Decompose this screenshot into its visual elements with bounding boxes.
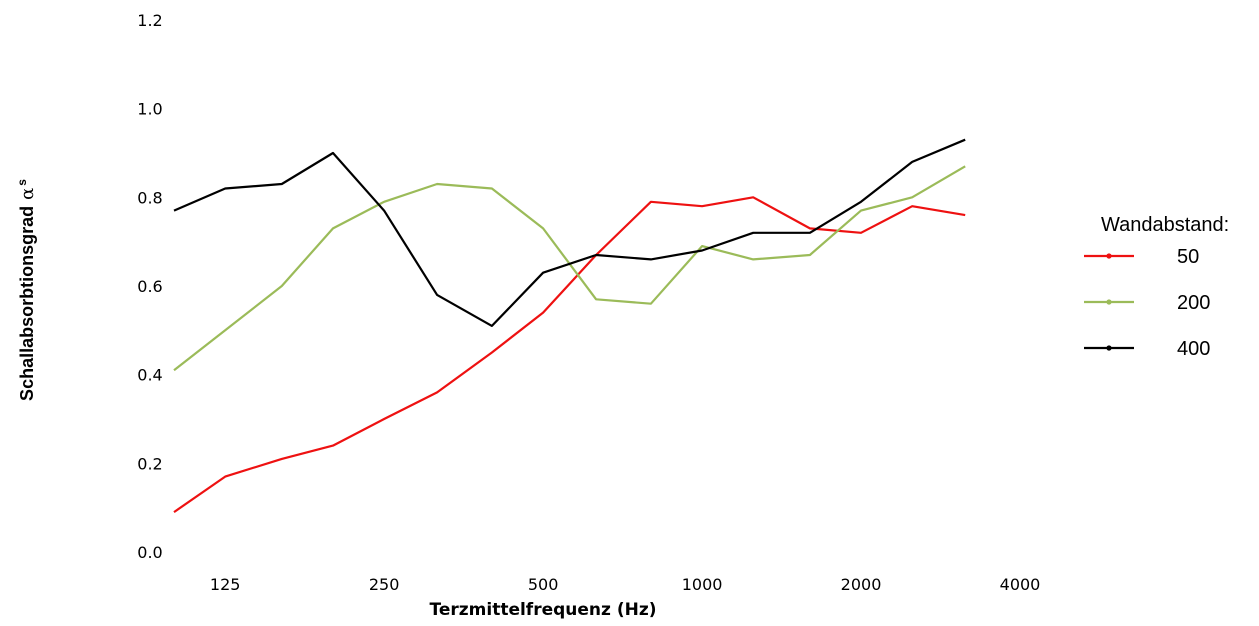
- y-tick-label: 0.0: [137, 543, 162, 562]
- x-tick-label: 1000: [682, 575, 723, 594]
- legend-label-50: 50: [1177, 246, 1199, 268]
- series-line-200: [173, 165, 966, 372]
- y-tick-label: 0.2: [137, 454, 162, 473]
- y-tick-label: 1.2: [137, 11, 162, 30]
- x-tick-label: 4000: [1000, 575, 1041, 594]
- y-axis-label-text: Schallabsorbtionsgrad: [17, 206, 37, 401]
- legend-label-400: 400: [1177, 338, 1210, 360]
- legend-label-200: 200: [1177, 292, 1210, 314]
- y-tick-label: 1.0: [137, 100, 162, 119]
- x-tick-label: 250: [369, 575, 400, 594]
- y-tick-label: 0.8: [137, 188, 162, 207]
- legend-marker-200: [1106, 299, 1112, 305]
- y-axis-label: Schallabsorbtionsgrad αs: [15, 179, 38, 401]
- y-axis-label-symbol: α: [17, 188, 38, 200]
- x-tick-label: 125: [210, 575, 241, 594]
- x-axis-label: Terzmittelfrequenz (Hz): [430, 600, 657, 620]
- y-tick-label: 0.4: [137, 366, 162, 385]
- y-axis-label-subscript: s: [15, 179, 29, 186]
- series-line-400: [173, 138, 966, 327]
- x-tick-label: 2000: [841, 575, 882, 594]
- y-tick-label: 0.6: [137, 277, 162, 296]
- x-tick-label: 500: [528, 575, 559, 594]
- legend-marker-400: [1106, 345, 1112, 351]
- legend-marker-50: [1106, 253, 1112, 259]
- legend-title: Wandabstand:: [1101, 214, 1229, 236]
- series-line-50: [173, 196, 966, 514]
